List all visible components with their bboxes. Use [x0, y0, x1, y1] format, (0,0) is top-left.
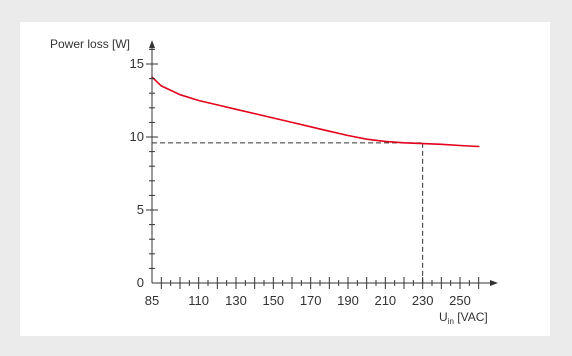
x-tick-label: 170 [300, 293, 322, 308]
data-series [151, 76, 480, 148]
x-tick-label: 190 [337, 293, 359, 308]
x-tick-label: 85 [145, 293, 159, 308]
x-tick-label: 150 [262, 293, 284, 308]
x-tick-label: 250 [449, 293, 471, 308]
plot-panel [20, 22, 550, 336]
y-axis-arrow [149, 40, 155, 49]
x-axis-arrow [490, 280, 498, 286]
reference-lines [152, 142, 424, 283]
y-tick-label: 0 [137, 275, 144, 290]
x-axis-label-subscript: in [448, 317, 454, 326]
x-tick-label: 130 [225, 293, 247, 308]
x-tick-label: 230 [412, 293, 434, 308]
axes [149, 40, 498, 286]
tick-labels: 0 5 10 15 85 110 130 150 170 190 210 230 250 [130, 56, 471, 308]
x-axis-label-main: U [439, 310, 448, 324]
y-tick-label: 15 [130, 56, 144, 71]
x-tick-label: 110 [188, 293, 209, 308]
x-tick-label: 210 [374, 293, 396, 308]
x-axis-label: Uin [VAC] [439, 310, 488, 326]
y-tick-label: 5 [137, 202, 144, 217]
y-tick-label: 10 [130, 129, 144, 144]
tick-marks [146, 48, 480, 289]
x-axis-label-unit: [VAC] [454, 310, 488, 324]
y-axis-label: Power loss [W] [50, 37, 130, 51]
power-loss-line [151, 76, 480, 148]
